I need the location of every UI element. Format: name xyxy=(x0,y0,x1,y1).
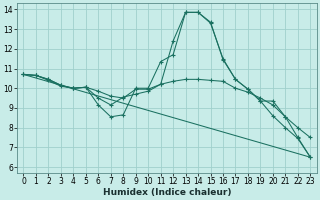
X-axis label: Humidex (Indice chaleur): Humidex (Indice chaleur) xyxy=(103,188,231,197)
